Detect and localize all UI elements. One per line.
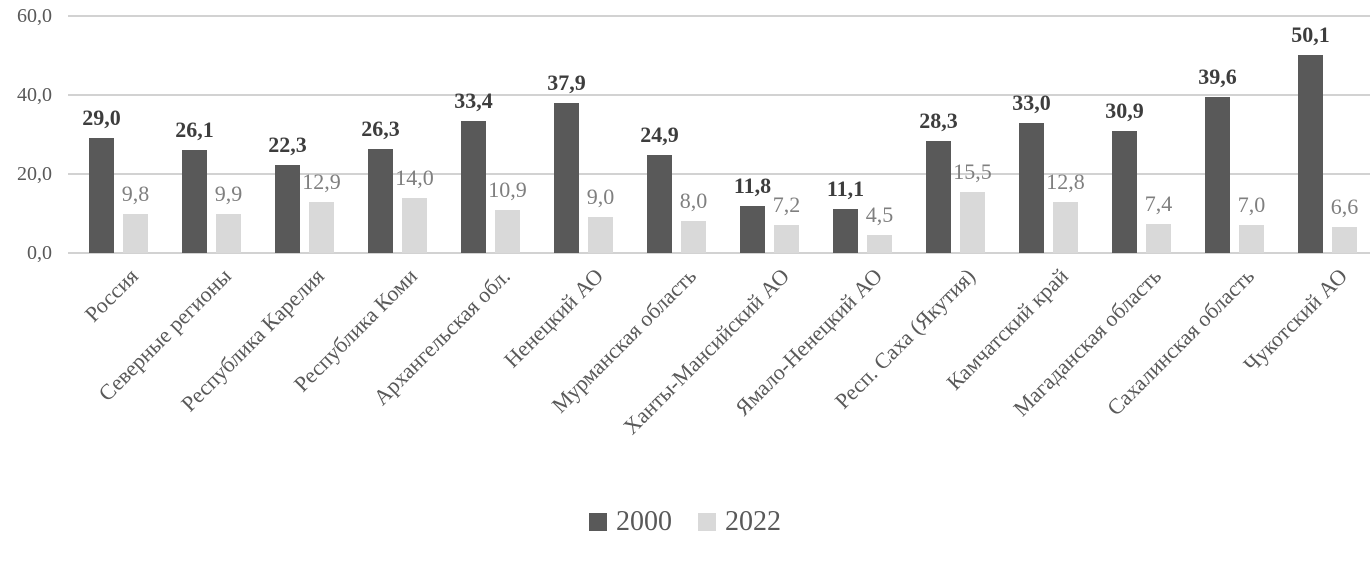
value-label-2022: 9,9 [214, 181, 243, 206]
value-label-2000: 30,9 [1105, 98, 1144, 123]
value-label-2000: 39,6 [1198, 64, 1237, 89]
value-label-2022: 12,8 [1046, 169, 1085, 194]
value-label-2022: 9,0 [586, 184, 615, 209]
value-label-2000: 22,3 [268, 132, 307, 157]
bar-2022 [1239, 225, 1264, 253]
legend: 2000 2022 [0, 506, 1370, 538]
bar-2022 [1053, 202, 1078, 253]
bar-2022 [1332, 227, 1357, 253]
bar-2000 [647, 155, 672, 253]
bar-2000 [740, 206, 765, 253]
value-label-2022: 6,6 [1330, 194, 1359, 219]
value-label-2022: 14,0 [395, 165, 434, 190]
bar-2000 [1112, 131, 1137, 253]
value-label-2022: 7,4 [1144, 191, 1173, 216]
bar-2000 [1019, 123, 1044, 253]
bar-2000 [368, 149, 393, 253]
bar-2022 [774, 225, 799, 253]
legend-swatch-2000-icon [589, 513, 607, 531]
bar-2000 [182, 150, 207, 253]
gridline [68, 252, 1370, 254]
gridline [68, 94, 1370, 96]
y-axis-tick-label: 0,0 [27, 242, 52, 264]
value-label-2000: 11,1 [826, 176, 865, 201]
y-axis-tick-label: 60,0 [17, 5, 52, 27]
value-label-2022: 12,9 [302, 169, 341, 194]
value-label-2022: 15,5 [953, 159, 992, 184]
bar-2022 [216, 214, 241, 253]
value-label-2000: 33,4 [454, 88, 493, 113]
bar-2022 [681, 221, 706, 253]
value-label-2000: 24,9 [640, 122, 679, 147]
legend-item-2000: 2000 [589, 506, 672, 538]
bar-2022 [1146, 224, 1171, 253]
value-label-2000: 50,1 [1291, 22, 1330, 47]
value-label-2000: 11,8 [733, 173, 772, 198]
bar-2022 [960, 192, 985, 253]
bar-2022 [495, 210, 520, 253]
y-axis-tick-label: 40,0 [17, 84, 52, 106]
bar-2000 [926, 141, 951, 253]
bar-2000 [1298, 55, 1323, 253]
value-label-2000: 26,3 [361, 116, 400, 141]
value-label-2000: 26,1 [175, 117, 214, 142]
bar-2000 [1205, 97, 1230, 253]
bar-2000 [275, 165, 300, 253]
bar-2022 [588, 217, 613, 253]
value-label-2022: 8,0 [679, 188, 708, 213]
legend-swatch-2022-icon [698, 513, 716, 531]
legend-item-2022: 2022 [698, 506, 781, 538]
gridline [68, 173, 1370, 175]
legend-label-2000: 2000 [616, 506, 672, 537]
value-label-2000: 33,0 [1012, 90, 1051, 115]
bar-2000 [833, 209, 858, 253]
bar-2022 [402, 198, 427, 253]
bar-2022 [867, 235, 892, 253]
gridline [68, 15, 1370, 17]
value-label-2000: 28,3 [919, 108, 958, 133]
bar-2022 [123, 214, 148, 253]
y-axis-tick-label: 20,0 [17, 163, 52, 185]
value-label-2000: 29,0 [82, 105, 121, 130]
bar-2000 [89, 138, 114, 253]
value-label-2022: 4,5 [865, 202, 894, 227]
bar-2000 [461, 121, 486, 253]
value-label-2022: 10,9 [488, 177, 527, 202]
value-label-2022: 9,8 [121, 181, 150, 206]
value-label-2022: 7,2 [772, 192, 801, 217]
value-label-2022: 7,0 [1237, 192, 1266, 217]
bar-2000 [554, 103, 579, 253]
legend-label-2022: 2022 [725, 506, 781, 537]
value-label-2000: 37,9 [547, 70, 586, 95]
bar-2022 [309, 202, 334, 253]
